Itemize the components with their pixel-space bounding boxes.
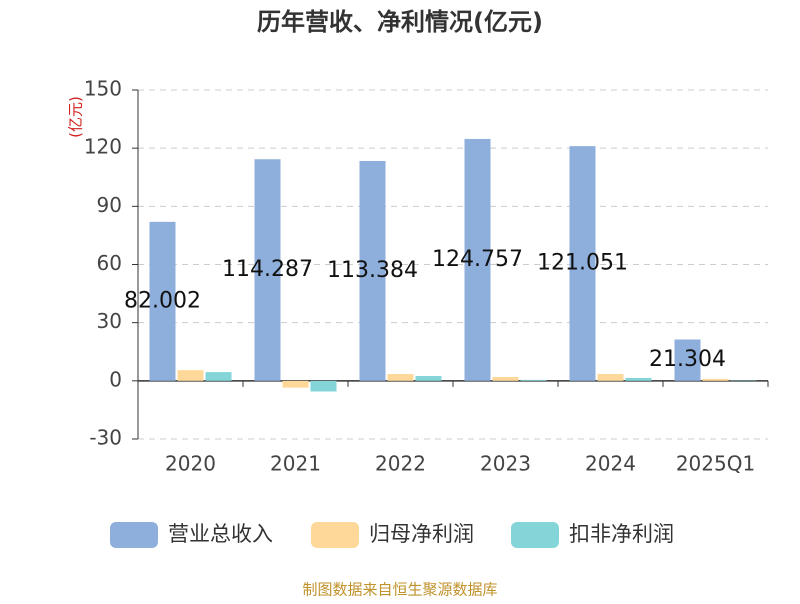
- bar: [703, 379, 729, 381]
- data-label: 114.287: [222, 257, 313, 282]
- chart-title: 历年营收、净利情况(亿元): [257, 8, 543, 36]
- bar: [416, 376, 442, 381]
- data-label: 113.384: [327, 258, 418, 283]
- x-tick-label: 2025Q1: [676, 452, 755, 476]
- x-tick-label: 2022: [375, 452, 426, 476]
- bar: [388, 374, 414, 381]
- y-tick-label: -30: [89, 426, 122, 450]
- bar: [626, 378, 652, 381]
- legend-label: 扣非净利润: [569, 522, 674, 546]
- bar: [283, 381, 309, 388]
- legend-swatch: [311, 522, 359, 548]
- bar: [311, 381, 337, 392]
- data-label: 82.002: [124, 288, 201, 313]
- bar: [206, 372, 232, 381]
- x-tick-label: 2024: [585, 452, 636, 476]
- y-axis-label: (亿元): [67, 96, 85, 138]
- x-tick-label: 2021: [270, 452, 321, 476]
- legend-label: 归母净利润: [369, 522, 474, 546]
- legend-label: 营业总收入: [168, 522, 273, 546]
- data-label: 121.051: [537, 250, 628, 275]
- y-tick-label: 0: [109, 367, 122, 391]
- x-tick-label: 2023: [480, 452, 531, 476]
- bar: [598, 374, 624, 381]
- x-tick-label: 2020: [165, 452, 216, 476]
- bar: [521, 380, 547, 381]
- source-note: 制图数据来自恒生聚源数据库: [302, 581, 497, 599]
- bar: [493, 377, 519, 381]
- y-tick-label: 60: [97, 251, 122, 275]
- legend-swatch: [511, 522, 559, 548]
- legend-swatch: [110, 522, 158, 548]
- data-label: 21.304: [649, 347, 726, 372]
- y-tick-label: 30: [97, 309, 122, 333]
- y-tick-label: 90: [97, 193, 122, 217]
- y-tick-label: 150: [84, 77, 122, 101]
- data-label: 124.757: [432, 247, 523, 272]
- bar: [178, 370, 204, 381]
- y-tick-label: 120: [84, 135, 122, 159]
